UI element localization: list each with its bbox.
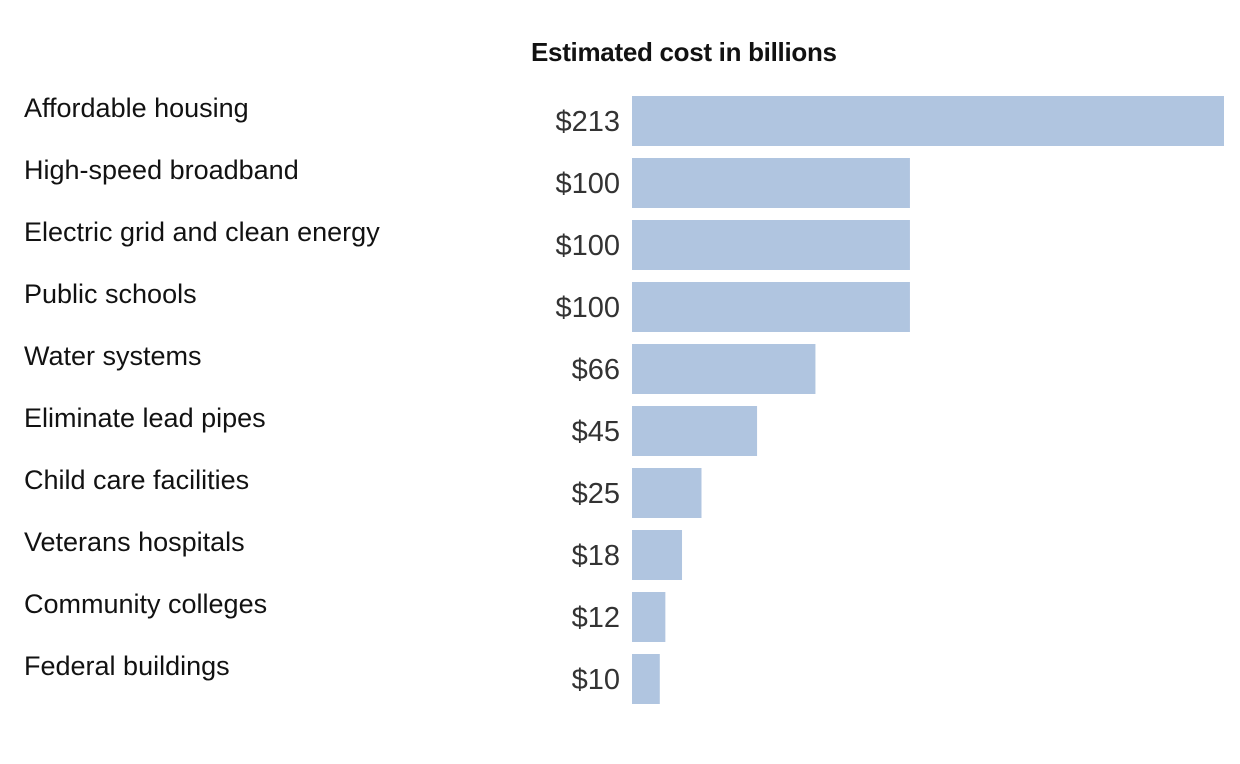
bar [632, 344, 816, 394]
value-label: $213 [555, 106, 620, 138]
value-label: $10 [572, 664, 620, 696]
bar-row: Affordable housing $213 [24, 93, 1224, 146]
bar-row: Electric grid and clean energy $100 [24, 217, 910, 270]
bar [632, 468, 702, 518]
category-label: High-speed broadband [24, 155, 299, 185]
value-label: $100 [555, 292, 620, 324]
bar [632, 96, 1224, 146]
category-label: Water systems [24, 341, 202, 371]
bar [632, 530, 683, 580]
bar-row: Veterans hospitals $18 [24, 527, 683, 580]
value-label: $100 [555, 230, 620, 262]
category-label: Electric grid and clean energy [24, 217, 380, 247]
bar [632, 592, 666, 642]
value-label: $12 [572, 602, 620, 634]
bar-row: Public schools $100 [24, 279, 910, 332]
bar-row: Child care facilities $25 [24, 465, 702, 518]
category-label: Child care facilities [24, 465, 249, 495]
value-label: $66 [572, 354, 620, 386]
bar-row: Eliminate lead pipes $45 [24, 403, 758, 456]
category-label: Veterans hospitals [24, 527, 245, 557]
value-label: $45 [572, 416, 620, 448]
value-label: $18 [572, 540, 620, 572]
bar [632, 220, 910, 270]
value-label: $100 [555, 168, 620, 200]
category-label: Public schools [24, 279, 197, 309]
bar-row: Federal buildings $10 [24, 651, 660, 704]
bar [632, 406, 758, 456]
bar [632, 158, 910, 208]
bar [632, 282, 910, 332]
bar-row: Water systems $66 [24, 341, 816, 394]
category-label: Eliminate lead pipes [24, 403, 266, 433]
category-label: Affordable housing [24, 93, 249, 123]
bar-row: High-speed broadband $100 [24, 155, 910, 208]
value-label: $25 [572, 478, 620, 510]
bar [632, 654, 660, 704]
category-label: Federal buildings [24, 651, 230, 681]
chart-title: Estimated cost in billions [531, 37, 837, 67]
bar-row: Community colleges $12 [24, 589, 666, 642]
category-label: Community colleges [24, 589, 267, 619]
